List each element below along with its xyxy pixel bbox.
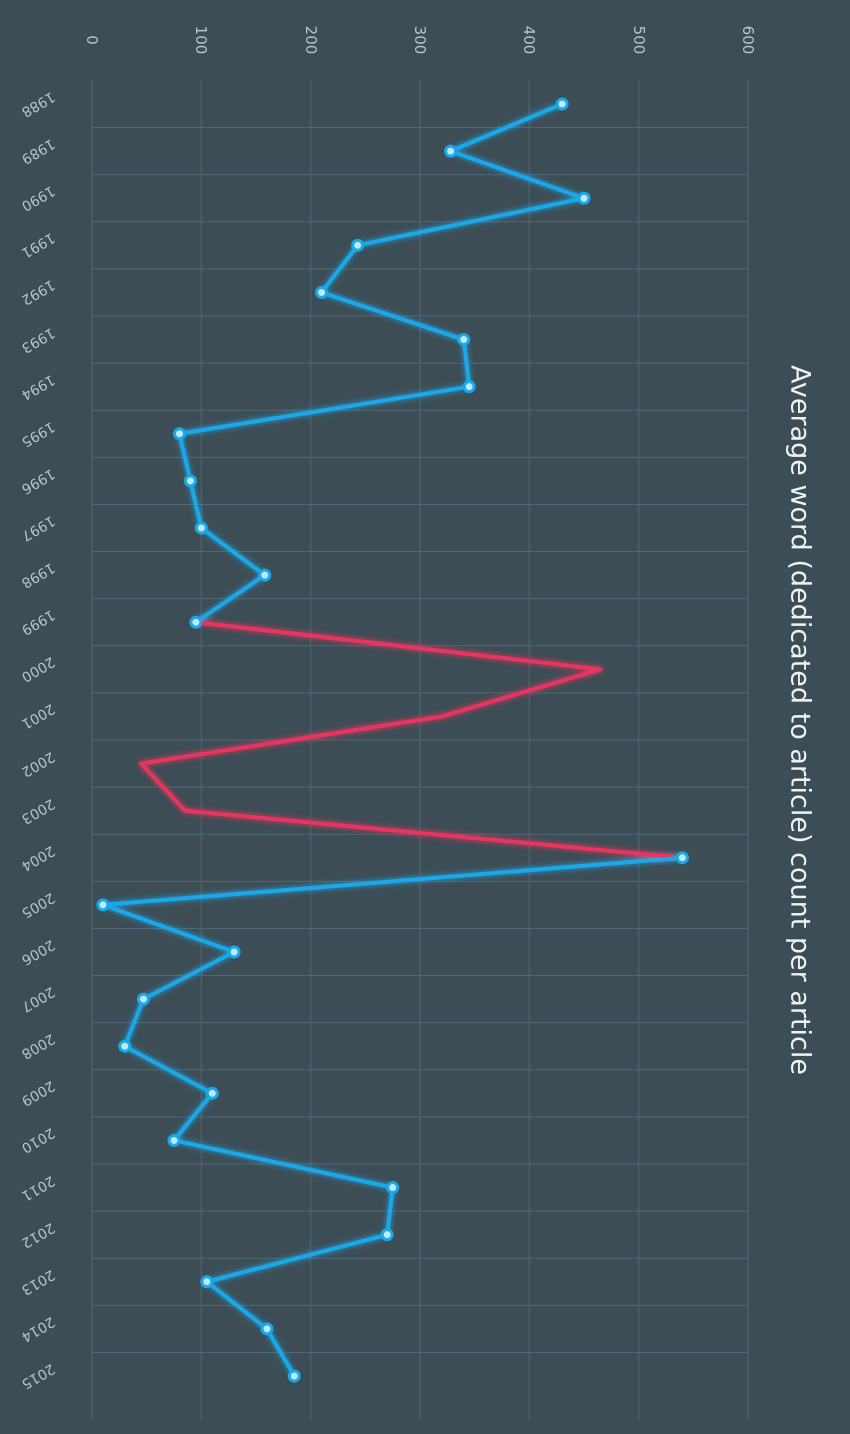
data-point (287, 1369, 301, 1383)
data-point (555, 97, 569, 111)
data-point (386, 1181, 400, 1195)
data-point (183, 474, 197, 488)
series-segment (100, 855, 685, 907)
y-tick-label: 400 (520, 25, 539, 55)
series-segment (355, 196, 586, 248)
y-tick-label: 0 (83, 35, 101, 45)
data-point (118, 1039, 132, 1053)
series-segment-highlight (182, 808, 685, 860)
data-point (577, 191, 591, 205)
series-segment-highlight (139, 761, 187, 813)
data-point (675, 851, 689, 865)
series-segment-highlight (439, 667, 603, 719)
data-point (457, 333, 471, 347)
data-point (315, 285, 329, 299)
series-segment (177, 431, 193, 483)
series-segment (188, 478, 204, 530)
series-segment (141, 950, 237, 1002)
series-segment (319, 290, 466, 342)
y-tick-label: 100 (192, 25, 211, 55)
series-segment (319, 243, 360, 295)
y-tick-label: 500 (629, 25, 648, 55)
series-segment-highlight (193, 620, 603, 672)
data-point (194, 521, 208, 535)
series-segment (172, 1138, 395, 1190)
data-point (227, 945, 241, 959)
series-segment (122, 997, 146, 1049)
y-tick-label: 600 (739, 25, 757, 55)
data-point (260, 1322, 274, 1336)
series-segment (177, 384, 472, 436)
series-segment (448, 102, 565, 154)
data-point (205, 1086, 219, 1100)
series-segment (193, 573, 267, 625)
data-point (462, 380, 476, 394)
data-point (258, 568, 272, 582)
y-tick-label: 200 (301, 25, 320, 55)
data-point (167, 1133, 181, 1147)
chart-title: Average word (dedicated to article) coun… (784, 364, 816, 1076)
data-point (351, 238, 365, 252)
data-point (444, 144, 458, 158)
data-point (96, 898, 110, 912)
data-point (380, 1228, 394, 1242)
series-segment (264, 1326, 297, 1378)
series-segment (385, 1185, 395, 1237)
series-segment (199, 526, 267, 578)
data-point (136, 992, 150, 1006)
data-point (200, 1275, 214, 1289)
y-tick-label: 300 (411, 25, 429, 55)
series-segment (172, 1091, 215, 1143)
data-point (172, 427, 186, 441)
series-segment (122, 1044, 215, 1096)
data-point (189, 615, 203, 629)
series-segment (100, 902, 237, 954)
series-segment (461, 337, 472, 389)
series-segment-highlight (139, 714, 444, 766)
series-segment (204, 1279, 269, 1331)
series-segment (448, 149, 586, 201)
series-segment (204, 1232, 390, 1284)
